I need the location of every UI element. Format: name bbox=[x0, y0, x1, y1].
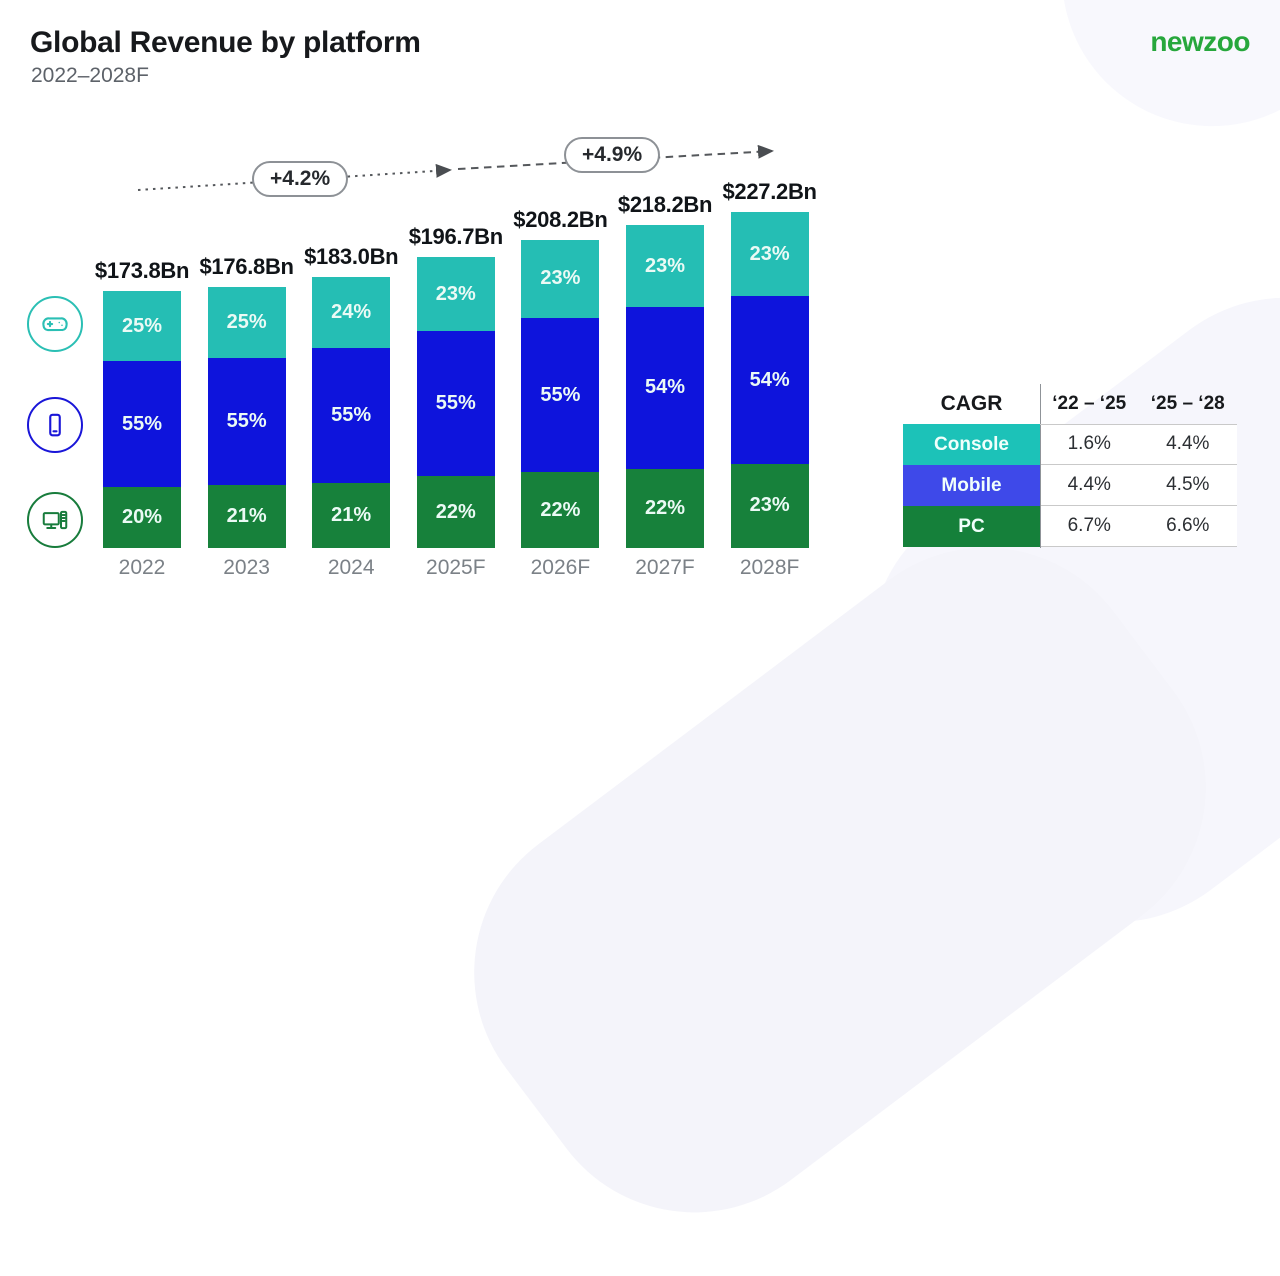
bar-2022: 25% 55% 20% bbox=[103, 291, 181, 548]
growth-badge-2022-2025: +4.2% bbox=[252, 161, 349, 197]
cagr-row-mobile: Mobile 4.4% 4.5% bbox=[903, 465, 1237, 506]
total-label-2025F: $196.7Bn bbox=[408, 224, 504, 249]
axis-label-2028F: 2028F bbox=[739, 556, 800, 579]
cagr-value: 4.4% bbox=[1067, 474, 1111, 495]
table-divider bbox=[1040, 384, 1041, 548]
segment-pc-2022: 20% bbox=[103, 487, 181, 548]
axis-label-2025F: 2025F bbox=[426, 556, 486, 579]
segment-console-2026F: 23% bbox=[521, 240, 600, 318]
axis-label-2023: 2023 bbox=[223, 556, 270, 579]
bar-2025F: 23% 55% 22% bbox=[416, 257, 495, 548]
pc-legend bbox=[27, 492, 83, 548]
segment-mobile-2028F: 54% bbox=[730, 296, 809, 464]
segment-mobile-2024: 55% bbox=[312, 348, 391, 483]
console-legend bbox=[27, 296, 83, 352]
segment-console-2027F: 23% bbox=[626, 225, 704, 308]
axis-label-2026F: 2026F bbox=[530, 556, 591, 579]
cagr-row-label: Console bbox=[903, 424, 1040, 465]
segment-console-2025F: 23% bbox=[416, 257, 495, 332]
desktop-pc-icon bbox=[40, 505, 70, 535]
growth-badge-2025-2028: +4.9% bbox=[564, 137, 661, 173]
segment-console-2022: 25% bbox=[103, 291, 181, 361]
mobile-legend bbox=[27, 397, 83, 453]
total-label-2028F: $227.2Bn bbox=[722, 179, 817, 204]
gamepad-icon bbox=[40, 309, 70, 339]
cagr-col-22-25: ‘22 – ‘25 bbox=[1052, 393, 1127, 414]
segment-mobile-2026F: 55% bbox=[521, 317, 600, 473]
axis-label-2027F: 2027F bbox=[635, 556, 695, 579]
total-label-2026F: $208.2Bn bbox=[513, 207, 608, 232]
smartphone-icon bbox=[40, 410, 70, 440]
cagr-row-console: Console 1.6% 4.4% bbox=[903, 424, 1237, 465]
total-label-2027F: $218.2Bn bbox=[617, 192, 713, 217]
segment-console-2023: 25% bbox=[207, 287, 286, 358]
cagr-row-label: PC bbox=[903, 506, 1040, 547]
segment-mobile-2022: 55% bbox=[103, 361, 181, 488]
bar-2026F: 23% 55% 22% bbox=[521, 240, 600, 548]
total-label-2024: $183.0Bn bbox=[304, 244, 399, 269]
segment-mobile-2023: 55% bbox=[207, 357, 286, 486]
segment-console-2024: 24% bbox=[312, 277, 391, 349]
segment-pc-2028F: 23% bbox=[730, 463, 809, 548]
page-title: Global Revenue by platform bbox=[30, 26, 421, 59]
axis-label-2022: 2022 bbox=[118, 556, 166, 579]
segment-pc-2025F: 22% bbox=[416, 476, 495, 548]
bar-2023: 25% 55% 21% bbox=[207, 287, 286, 548]
segment-pc-2024: 21% bbox=[312, 482, 391, 548]
total-label-2022: $173.8Bn bbox=[94, 258, 190, 283]
total-label-2023: $176.8Bn bbox=[199, 254, 294, 279]
table-header-underline bbox=[1040, 424, 1237, 425]
cagr-value: 4.5% bbox=[1166, 474, 1210, 495]
page-subtitle: 2022–2028F bbox=[31, 64, 149, 87]
cagr-value: 6.6% bbox=[1166, 515, 1210, 536]
cagr-table-title: CAGR bbox=[940, 392, 1003, 415]
bar-2027F: 23% 54% 22% bbox=[626, 225, 704, 548]
bar-2024: 24% 55% 21% bbox=[312, 277, 391, 548]
segment-pc-2026F: 22% bbox=[521, 472, 600, 548]
cagr-value: 6.7% bbox=[1067, 515, 1111, 536]
cagr-row-label: Mobile bbox=[903, 465, 1040, 506]
axis-label-2024: 2024 bbox=[327, 556, 375, 579]
newzoo-logo: newzoo bbox=[1150, 26, 1250, 57]
bar-2028F: 23% 54% 23% bbox=[730, 212, 809, 548]
segment-console-2028F: 23% bbox=[730, 212, 809, 297]
cagr-value: 1.6% bbox=[1067, 433, 1111, 454]
cagr-value: 4.4% bbox=[1166, 433, 1210, 454]
cagr-col-25-28: ‘25 – ‘28 bbox=[1150, 393, 1225, 414]
segment-mobile-2025F: 55% bbox=[416, 331, 495, 477]
cagr-table: CAGR ‘22 – ‘25 ‘25 – ‘28 Console 1.6% 4.4%… bbox=[903, 384, 1237, 548]
segment-pc-2027F: 22% bbox=[626, 468, 704, 548]
cagr-row-pc: PC 6.7% 6.6% bbox=[903, 506, 1237, 547]
segment-pc-2023: 21% bbox=[207, 485, 286, 548]
segment-mobile-2027F: 54% bbox=[626, 307, 704, 469]
